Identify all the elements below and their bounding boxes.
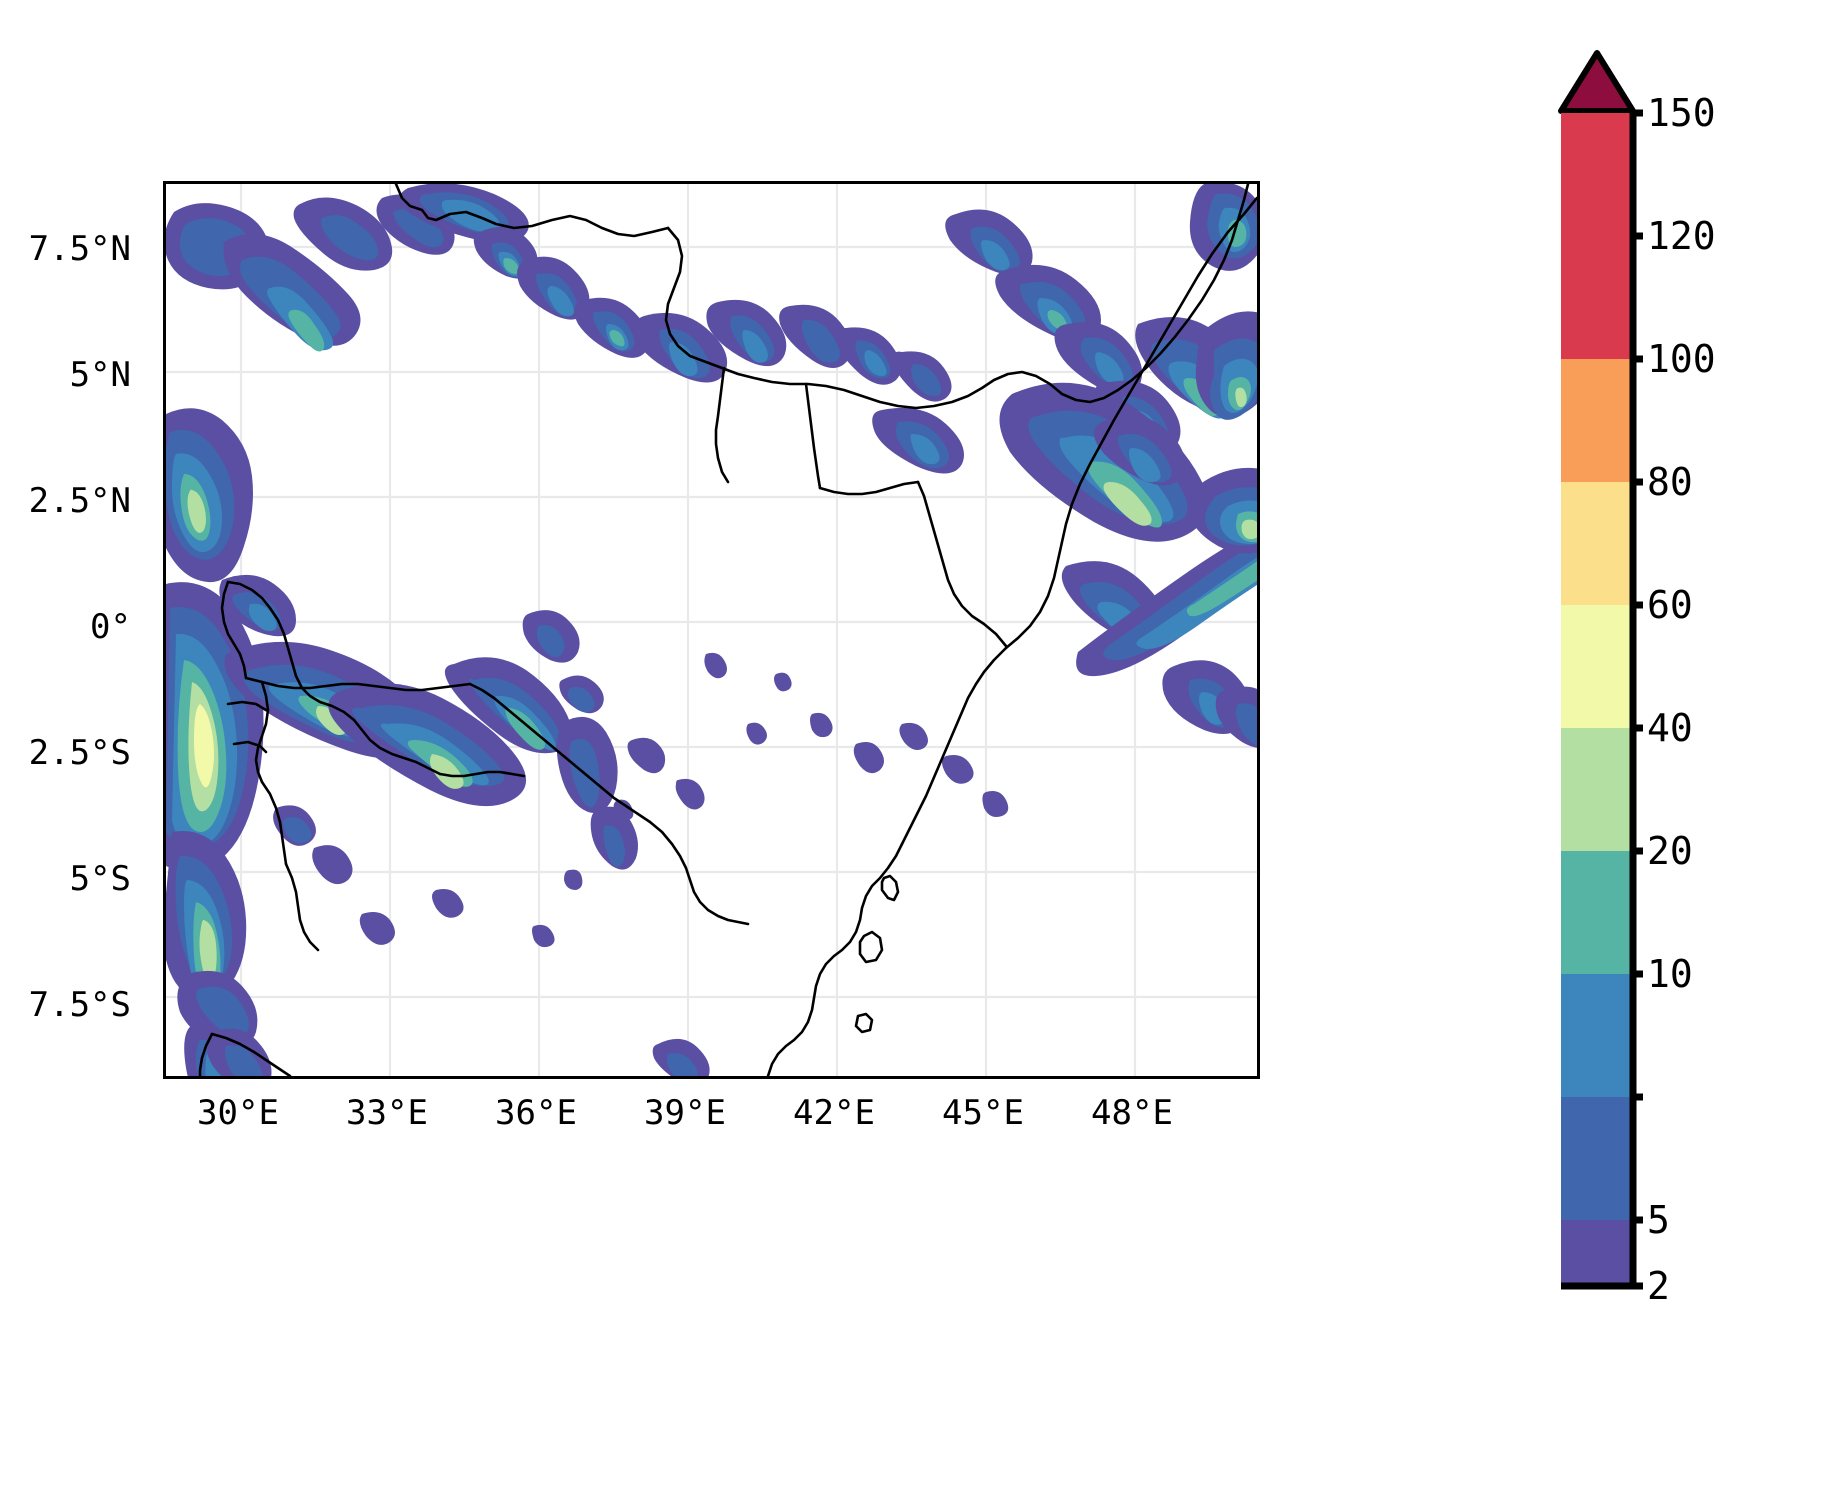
ytick-label-5S: 5°S	[69, 859, 131, 899]
colorbar-swatches	[1558, 50, 1643, 1290]
xtick-label-33E: 33°E	[346, 1093, 428, 1133]
ytick-label-2.5N: 2.5°N	[28, 481, 131, 521]
rain-cluster-lake-victoria	[219, 574, 638, 870]
ytick-label-2.5S: 2.5°S	[28, 733, 131, 773]
xtick-label-48E: 48°E	[1091, 1093, 1173, 1133]
coastlines-and-borders	[198, 184, 1257, 1076]
colorbar-label-60: 60	[1647, 583, 1693, 627]
xtick-label-30E: 30°E	[197, 1093, 279, 1133]
rain-cluster-northwest	[166, 184, 529, 352]
ytick-label-7.5N: 7.5°N	[28, 229, 131, 269]
xtick-label-42E: 42°E	[793, 1093, 875, 1133]
ytick-label-7.5S: 7.5°S	[28, 985, 131, 1025]
rain-cluster-southwest	[177, 970, 710, 1076]
rainfall-contours	[166, 184, 1257, 1076]
ytick-label-5N: 5°N	[69, 355, 131, 395]
colorbar-label-2: 2	[1647, 1264, 1670, 1308]
colorbar-label-40: 40	[1647, 706, 1693, 750]
colorbar-extend-arrow	[1558, 50, 1636, 114]
colorbar-label-5: 5	[1647, 1198, 1670, 1242]
rain-cluster-somali-coast	[1076, 311, 1257, 748]
rainfall-map	[166, 184, 1257, 1076]
colorbar-ticks	[1633, 109, 1643, 1290]
colorbar-label-80: 80	[1647, 460, 1693, 504]
colorbar-label-100: 100	[1647, 337, 1716, 381]
xtick-label-36E: 36°E	[495, 1093, 577, 1133]
colorbar-label-150: 150	[1647, 91, 1716, 135]
colorbar-label-10: 10	[1647, 952, 1693, 996]
rain-cluster-midscatter	[273, 652, 1009, 948]
colorbar-label-120: 120	[1647, 214, 1716, 258]
ytick-label-0: 0°	[90, 607, 131, 647]
map-clip	[166, 184, 1257, 1076]
latitude-axis-labels: 7.5°N 5°N 2.5°N 0° 2.5°S 5°S 7.5°S	[0, 181, 147, 1079]
rain-cluster-north-scattered	[473, 209, 1181, 474]
colorbar-label-20: 20	[1647, 829, 1693, 873]
xtick-label-39E: 39°E	[644, 1093, 726, 1133]
map-plot-area[interactable]	[163, 181, 1260, 1079]
longitude-axis-labels: 30°E 33°E 36°E 39°E 42°E 45°E 48°E	[163, 1085, 1260, 1155]
colorbar[interactable]: 150 120 100 80 60 40 20 10 5 2	[1557, 45, 1833, 1308]
colorbar-bands-final	[1561, 113, 1633, 1286]
xtick-label-45E: 45°E	[942, 1093, 1024, 1133]
